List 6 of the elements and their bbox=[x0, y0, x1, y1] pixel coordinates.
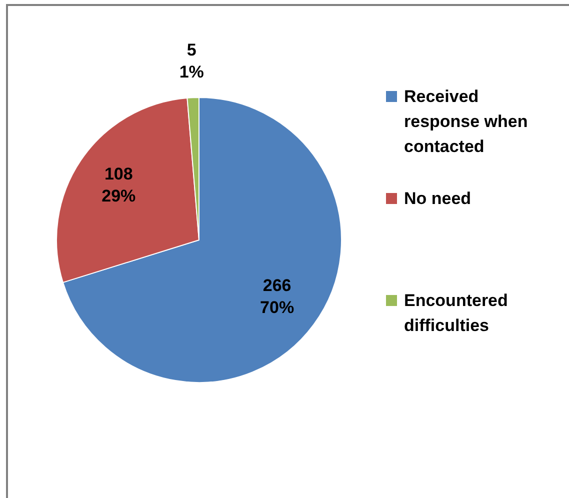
legend-label: Encountered difficulties bbox=[404, 290, 509, 337]
legend-label: No need bbox=[404, 188, 472, 210]
legend-label: Received response when contacted bbox=[404, 86, 529, 158]
data-label: 5 1% bbox=[179, 40, 204, 82]
data-label: 266 70% bbox=[260, 276, 294, 318]
data-label: 108 29% bbox=[102, 164, 136, 206]
